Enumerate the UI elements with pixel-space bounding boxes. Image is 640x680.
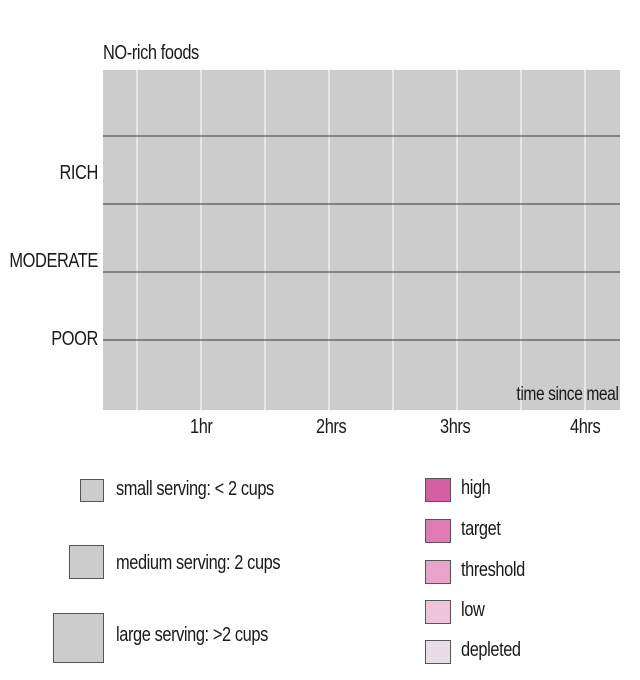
x-tick-label-3hrs: 3hrs [440, 416, 477, 439]
y-category-label-poor: POOR [41, 328, 98, 351]
legend-swatch-large [53, 613, 104, 663]
x-tick-label-1hr: 1hr [190, 416, 217, 439]
legend-swatch-high [425, 478, 451, 502]
legend-swatch-threshold [425, 560, 451, 584]
y-category-label-rich: RICH [51, 162, 98, 185]
legend-label-depleted: depleted [461, 639, 534, 662]
y-category-label-moderate: MODERATE [0, 250, 98, 273]
legend-label-threshold: threshold [461, 559, 539, 582]
x-tick-label-4hrs: 4hrs [570, 416, 607, 439]
legend-swatch-target [425, 519, 451, 543]
legend-label-target: target [461, 518, 509, 541]
legend-swatch-depleted [425, 640, 451, 664]
legend-swatch-medium [69, 545, 104, 579]
x-axis-label: time since meal [494, 384, 619, 406]
legend-label-low: low [461, 599, 490, 622]
legend-swatch-low [425, 600, 451, 624]
legend-swatch-small [80, 479, 104, 502]
chart-title: NO-rich foods [103, 42, 220, 65]
plot-area [103, 70, 620, 410]
legend-label-medium: medium serving: 2 cups [116, 552, 316, 575]
legend-label-small: small serving: < 2 cups [116, 478, 308, 501]
legend-label-high: high [461, 477, 497, 500]
legend-label-large: large serving: >2 cups [116, 624, 301, 647]
x-tick-label-2hrs: 2hrs [316, 416, 353, 439]
